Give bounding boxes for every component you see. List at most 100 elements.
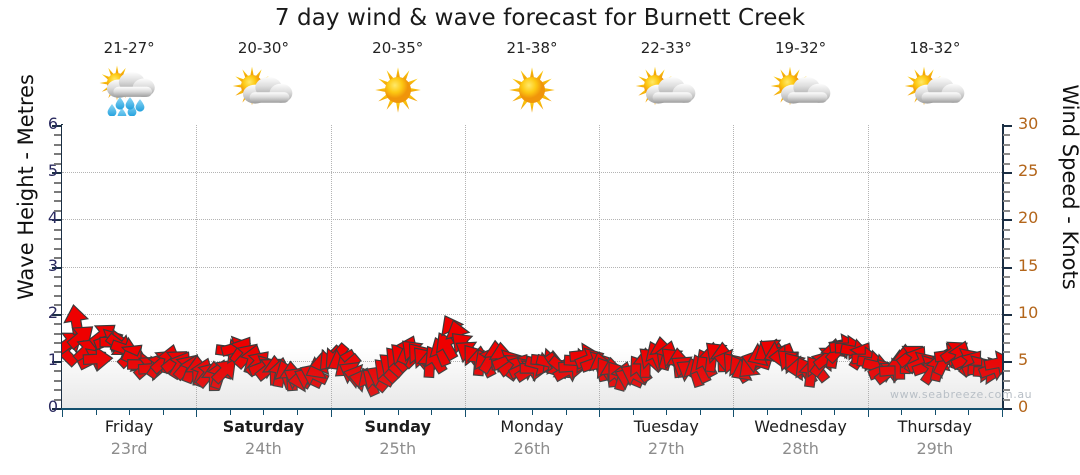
- right-axis-label: 20: [1018, 208, 1039, 228]
- right-axis-minor-tick: [1003, 162, 1010, 165]
- horizontal-gridline: [62, 266, 1002, 268]
- sun-cloud-icon: [629, 64, 703, 116]
- left-axis-minor-tick: [54, 200, 61, 203]
- day-footer-wednesday: Wednesday 28th: [733, 416, 867, 471]
- left-axis-minor-tick: [54, 162, 61, 165]
- bottom-axis-tick: [565, 409, 567, 415]
- day-separator-gridline: [330, 125, 332, 408]
- left-axis-minor-tick: [54, 228, 61, 231]
- left-axis-title: Wave Height - Metres: [14, 74, 38, 300]
- left-axis-minor-tick: [54, 370, 61, 373]
- day-header-sunday: 20-35°: [331, 38, 465, 126]
- bottom-axis-tick: [498, 409, 500, 415]
- right-axis-minor-tick: [1003, 134, 1010, 137]
- day-header-friday: 21-27°: [62, 38, 196, 126]
- day-name: Sunday: [364, 417, 431, 436]
- left-axis-minor-tick: [54, 351, 61, 354]
- bottom-axis-tick: [1002, 409, 1003, 417]
- right-axis-minor-tick: [1003, 275, 1010, 278]
- left-axis-minor-tick: [54, 181, 61, 184]
- day-date: 26th: [513, 439, 551, 458]
- right-axis-minor-tick: [1003, 370, 1010, 373]
- watermark: www.seabreeze.com.au: [890, 388, 1033, 401]
- bottom-axis-tick: [834, 409, 836, 415]
- horizontal-gridline: [62, 313, 1002, 315]
- right-axis-minor-tick: [1003, 323, 1010, 326]
- right-axis-title: Wind Speed - Knots: [1058, 84, 1080, 290]
- temperature-range: 21-27°: [103, 39, 155, 57]
- left-axis-minor-tick: [54, 191, 61, 194]
- bottom-axis-tick: [431, 409, 433, 415]
- day-separator-gridline: [196, 125, 198, 408]
- bottom-axis-tick: [901, 409, 903, 415]
- sun-icon: [361, 64, 435, 116]
- bottom-axis-tick: [196, 409, 198, 417]
- right-axis-minor-tick: [1003, 294, 1010, 297]
- right-axis-minor-tick: [1003, 191, 1010, 194]
- temperature-range: 22-33°: [640, 39, 692, 57]
- right-axis-label: 5: [1018, 349, 1029, 369]
- left-axis-minor-tick: [54, 389, 61, 392]
- sun-icon: [495, 64, 569, 116]
- right-axis-tick: [1003, 266, 1012, 269]
- bottom-axis-tick: [699, 409, 701, 415]
- temperature-range: 21-38°: [506, 39, 558, 57]
- temperature-range: 19-32°: [775, 39, 827, 57]
- right-axis-tick: [1003, 313, 1012, 316]
- right-axis-minor-tick: [1003, 379, 1010, 382]
- right-axis-label: 10: [1018, 302, 1039, 322]
- bottom-axis-tick: [599, 409, 601, 417]
- left-axis-tick: [52, 125, 61, 127]
- day-date: 25th: [379, 439, 417, 458]
- day-footer-tuesday: Tuesday 27th: [599, 416, 733, 471]
- left-axis-minor-tick: [54, 379, 61, 382]
- right-axis-minor-tick: [1003, 389, 1010, 392]
- day-footer-sunday: Sunday 25th: [331, 416, 465, 471]
- left-axis-tick: [52, 408, 61, 410]
- left-axis-minor-tick: [54, 398, 61, 401]
- day-separator-gridline: [733, 125, 735, 408]
- wind-arrow-series: [62, 125, 1002, 408]
- day-footer-friday: Friday 23rd: [62, 416, 196, 471]
- left-axis-minor-tick: [54, 209, 61, 212]
- left-axis-minor-tick: [54, 285, 61, 288]
- sun-cloud-icon: [898, 64, 972, 116]
- right-axis-minor-tick: [1003, 332, 1010, 335]
- day-header-thursday: 18-32°: [868, 38, 1002, 126]
- left-axis-label: 6: [47, 114, 58, 133]
- left-axis-minor-tick: [54, 238, 61, 241]
- bottom-axis-tick: [397, 409, 399, 415]
- bottom-axis-tick: [95, 409, 97, 415]
- left-axis-label: 3: [47, 255, 58, 275]
- right-axis-minor-tick: [1003, 143, 1010, 146]
- day-separator-gridline: [464, 125, 466, 408]
- left-axis-label: 1: [47, 349, 58, 369]
- day-header-strip: 21-27° 20-30°: [62, 38, 1002, 126]
- right-axis-minor-tick: [1003, 181, 1010, 184]
- right-axis-minor-tick: [1003, 247, 1010, 250]
- day-name: Monday: [500, 417, 564, 436]
- right-axis-minor-tick: [1003, 398, 1010, 401]
- day-footer-strip: Friday 23rd Saturday 24th Sunday 25th Monday 26…: [62, 416, 1002, 471]
- bottom-axis-tick: [767, 409, 768, 415]
- horizontal-gridline: [62, 219, 1002, 221]
- bottom-axis-tick: [62, 409, 63, 417]
- bottom-axis-tick: [129, 409, 131, 415]
- left-axis-minor-tick: [54, 323, 61, 326]
- day-date: 23rd: [110, 439, 148, 458]
- day-header-monday: 21-38°: [465, 38, 599, 126]
- right-axis-minor-tick: [1003, 285, 1010, 288]
- bottom-axis-tick: [632, 409, 634, 415]
- bottom-axis-tick: [330, 409, 332, 417]
- right-axis-minor-tick: [1003, 304, 1010, 307]
- right-axis-label: 30: [1018, 114, 1039, 133]
- right-axis-label: 25: [1018, 161, 1039, 181]
- bottom-axis-tick: [364, 409, 366, 415]
- temperature-range: 18-32°: [909, 39, 961, 57]
- plot-area: [62, 125, 1002, 408]
- left-axis-minor-tick: [54, 332, 61, 335]
- bottom-axis-tick: [800, 409, 802, 415]
- day-name: Tuesday: [633, 417, 699, 436]
- left-axis-label: 0: [47, 397, 58, 416]
- bottom-axis-tick: [733, 409, 735, 417]
